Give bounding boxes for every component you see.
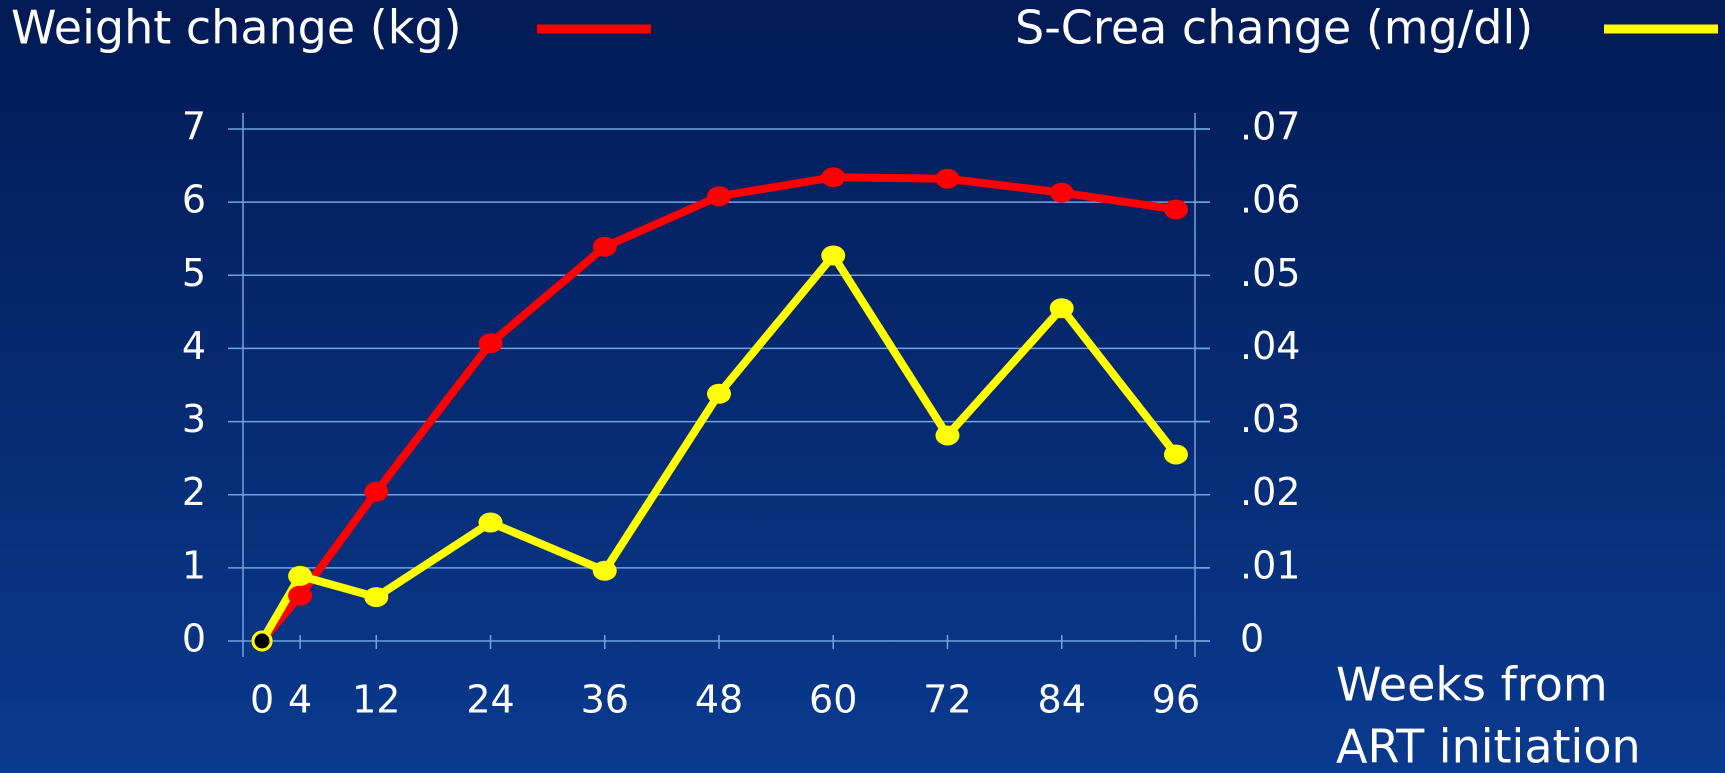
y2-tick-label: .04 bbox=[1240, 324, 1300, 368]
y2-tick-label: .05 bbox=[1240, 251, 1300, 295]
y2-tick-label: .01 bbox=[1240, 543, 1300, 587]
data-point bbox=[1049, 298, 1074, 319]
y-tick-label: 2 bbox=[182, 470, 206, 514]
y2-tick-label: .02 bbox=[1240, 470, 1300, 514]
x-tick-label: 72 bbox=[923, 678, 971, 722]
x-tick-label: 12 bbox=[352, 678, 400, 722]
data-point bbox=[707, 186, 731, 207]
data-point bbox=[251, 630, 273, 652]
x-tick-label: 0 bbox=[250, 678, 274, 722]
data-point bbox=[821, 167, 846, 188]
y2-tick-label: .06 bbox=[1240, 178, 1300, 222]
x-tick-label: 60 bbox=[809, 678, 857, 722]
x-tick-label: 96 bbox=[1152, 678, 1200, 722]
y2-tick-label: .03 bbox=[1240, 397, 1300, 441]
data-point bbox=[592, 236, 617, 257]
data-point bbox=[935, 425, 960, 446]
data-point bbox=[707, 383, 731, 404]
y-tick-label: 1 bbox=[182, 543, 206, 587]
data-point bbox=[592, 560, 617, 581]
legend-label: S-Crea change (mg/dl) bbox=[1015, 1, 1533, 55]
series-line bbox=[258, 251, 1180, 644]
y-tick-label: 0 bbox=[182, 617, 206, 661]
y-tick-label: 5 bbox=[182, 251, 206, 295]
x-axis-label: ART initiation bbox=[1336, 720, 1641, 773]
data-point bbox=[935, 168, 960, 189]
data-point bbox=[1049, 182, 1074, 203]
x-tick-label: 4 bbox=[288, 678, 312, 722]
data-point bbox=[1163, 199, 1188, 220]
data-point bbox=[1163, 444, 1188, 465]
data-point bbox=[821, 245, 846, 266]
y-tick-label: 6 bbox=[182, 178, 206, 222]
data-point bbox=[288, 565, 313, 586]
data-point bbox=[288, 585, 313, 606]
series-line bbox=[258, 173, 1177, 644]
y-tick-label: 3 bbox=[182, 397, 206, 441]
x-tick-label: 24 bbox=[466, 678, 514, 722]
data-point bbox=[478, 512, 503, 533]
y-tick-label: 7 bbox=[182, 105, 206, 149]
y2-tick-label: 0 bbox=[1240, 617, 1264, 661]
legend-label: Weight change (kg) bbox=[11, 1, 462, 55]
y-tick-label: 4 bbox=[182, 324, 206, 368]
data-point bbox=[478, 333, 503, 354]
x-tick-label: 84 bbox=[1038, 678, 1086, 722]
x-tick-label: 36 bbox=[581, 678, 629, 722]
data-point bbox=[364, 481, 389, 502]
data-point bbox=[364, 587, 389, 608]
x-tick-label: 48 bbox=[695, 678, 743, 722]
x-axis-label: Weeks from bbox=[1336, 658, 1608, 712]
y2-tick-label: .07 bbox=[1240, 105, 1300, 149]
